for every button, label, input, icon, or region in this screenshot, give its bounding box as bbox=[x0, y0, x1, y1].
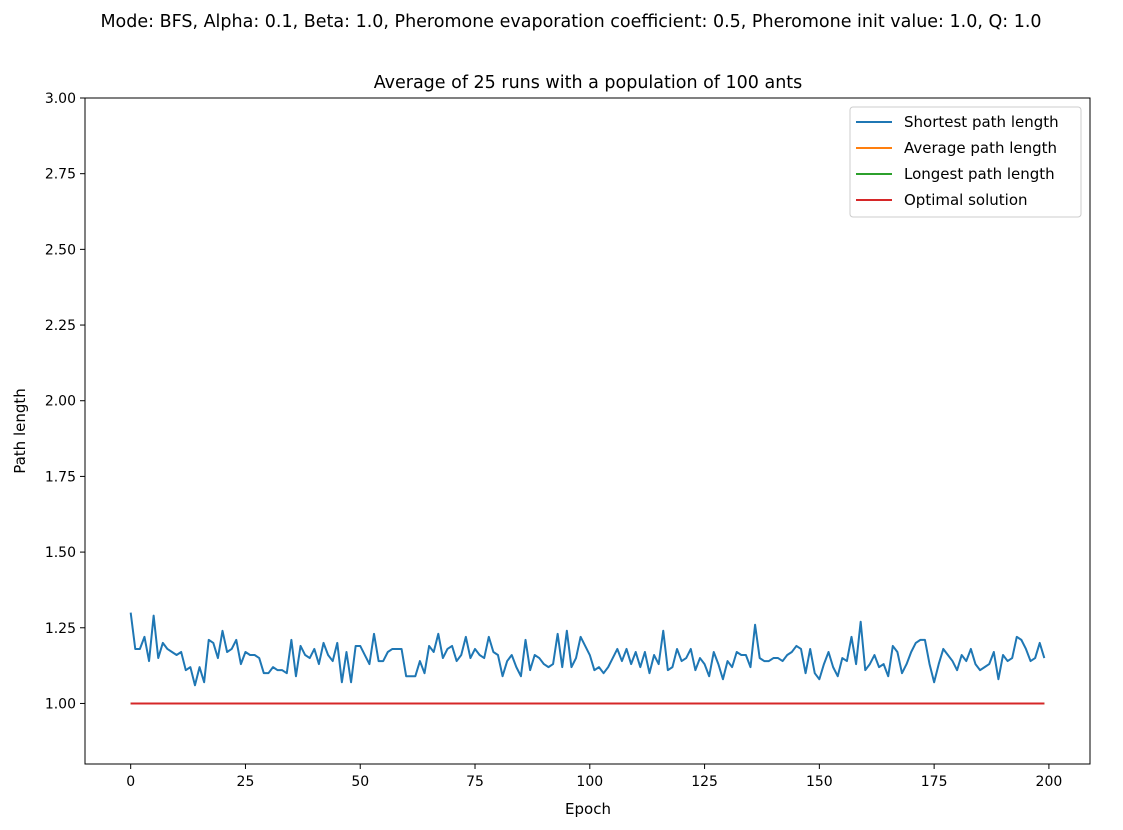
y-axis: 1.00 1.25 1.50 1.75 2.00 2.25 2.50 2.75 3.00 bbox=[45, 91, 85, 712]
chart-title: Average of 25 runs with a population of … bbox=[374, 73, 803, 93]
x-tick-label: 200 bbox=[1036, 774, 1063, 790]
plot-area: 0 25 50 75 100 125 150 175 200 1.00 1.25 1.50 1.75 2… bbox=[45, 91, 1091, 790]
legend-label: Optimal solution bbox=[904, 191, 1028, 209]
y-tick-label: 2.00 bbox=[45, 394, 76, 410]
x-tick-label: 125 bbox=[691, 774, 718, 790]
y-tick-label: 1.00 bbox=[45, 696, 76, 712]
x-tick-label: 25 bbox=[237, 774, 255, 790]
x-tick-label: 150 bbox=[806, 774, 833, 790]
legend: Shortest path length Average path length L… bbox=[849, 106, 1082, 218]
x-tick-label: 100 bbox=[576, 774, 603, 790]
x-tick-label: 50 bbox=[351, 774, 369, 790]
y-tick-label: 2.50 bbox=[45, 242, 76, 258]
series-layer bbox=[129, 612, 1046, 705]
y-tick-label: 1.25 bbox=[45, 621, 76, 637]
y-tick-label: 1.75 bbox=[45, 469, 76, 485]
figure-suptitle: Mode: BFS, Alpha: 0.1, Beta: 1.0, Pherom… bbox=[100, 12, 1041, 32]
x-tick-label: 75 bbox=[466, 774, 484, 790]
x-tick-label: 0 bbox=[126, 774, 135, 790]
legend-label: Average path length bbox=[904, 139, 1057, 157]
legend-label: Shortest path length bbox=[904, 113, 1059, 131]
x-axis: 0 25 50 75 100 125 150 175 200 bbox=[126, 764, 1062, 790]
y-tick-label: 1.50 bbox=[45, 545, 76, 561]
y-tick-label: 2.25 bbox=[45, 318, 76, 334]
y-axis-label: Path length bbox=[11, 388, 29, 474]
y-tick-label: 2.75 bbox=[45, 167, 76, 183]
x-tick-label: 175 bbox=[921, 774, 948, 790]
legend-label: Longest path length bbox=[904, 165, 1055, 183]
plot-frame bbox=[84, 97, 1091, 765]
y-tick-label: 3.00 bbox=[45, 91, 76, 107]
legend-box bbox=[849, 106, 1082, 218]
x-axis-label: Epoch bbox=[565, 800, 611, 818]
series-line-shortest-path-length bbox=[129, 612, 1046, 687]
